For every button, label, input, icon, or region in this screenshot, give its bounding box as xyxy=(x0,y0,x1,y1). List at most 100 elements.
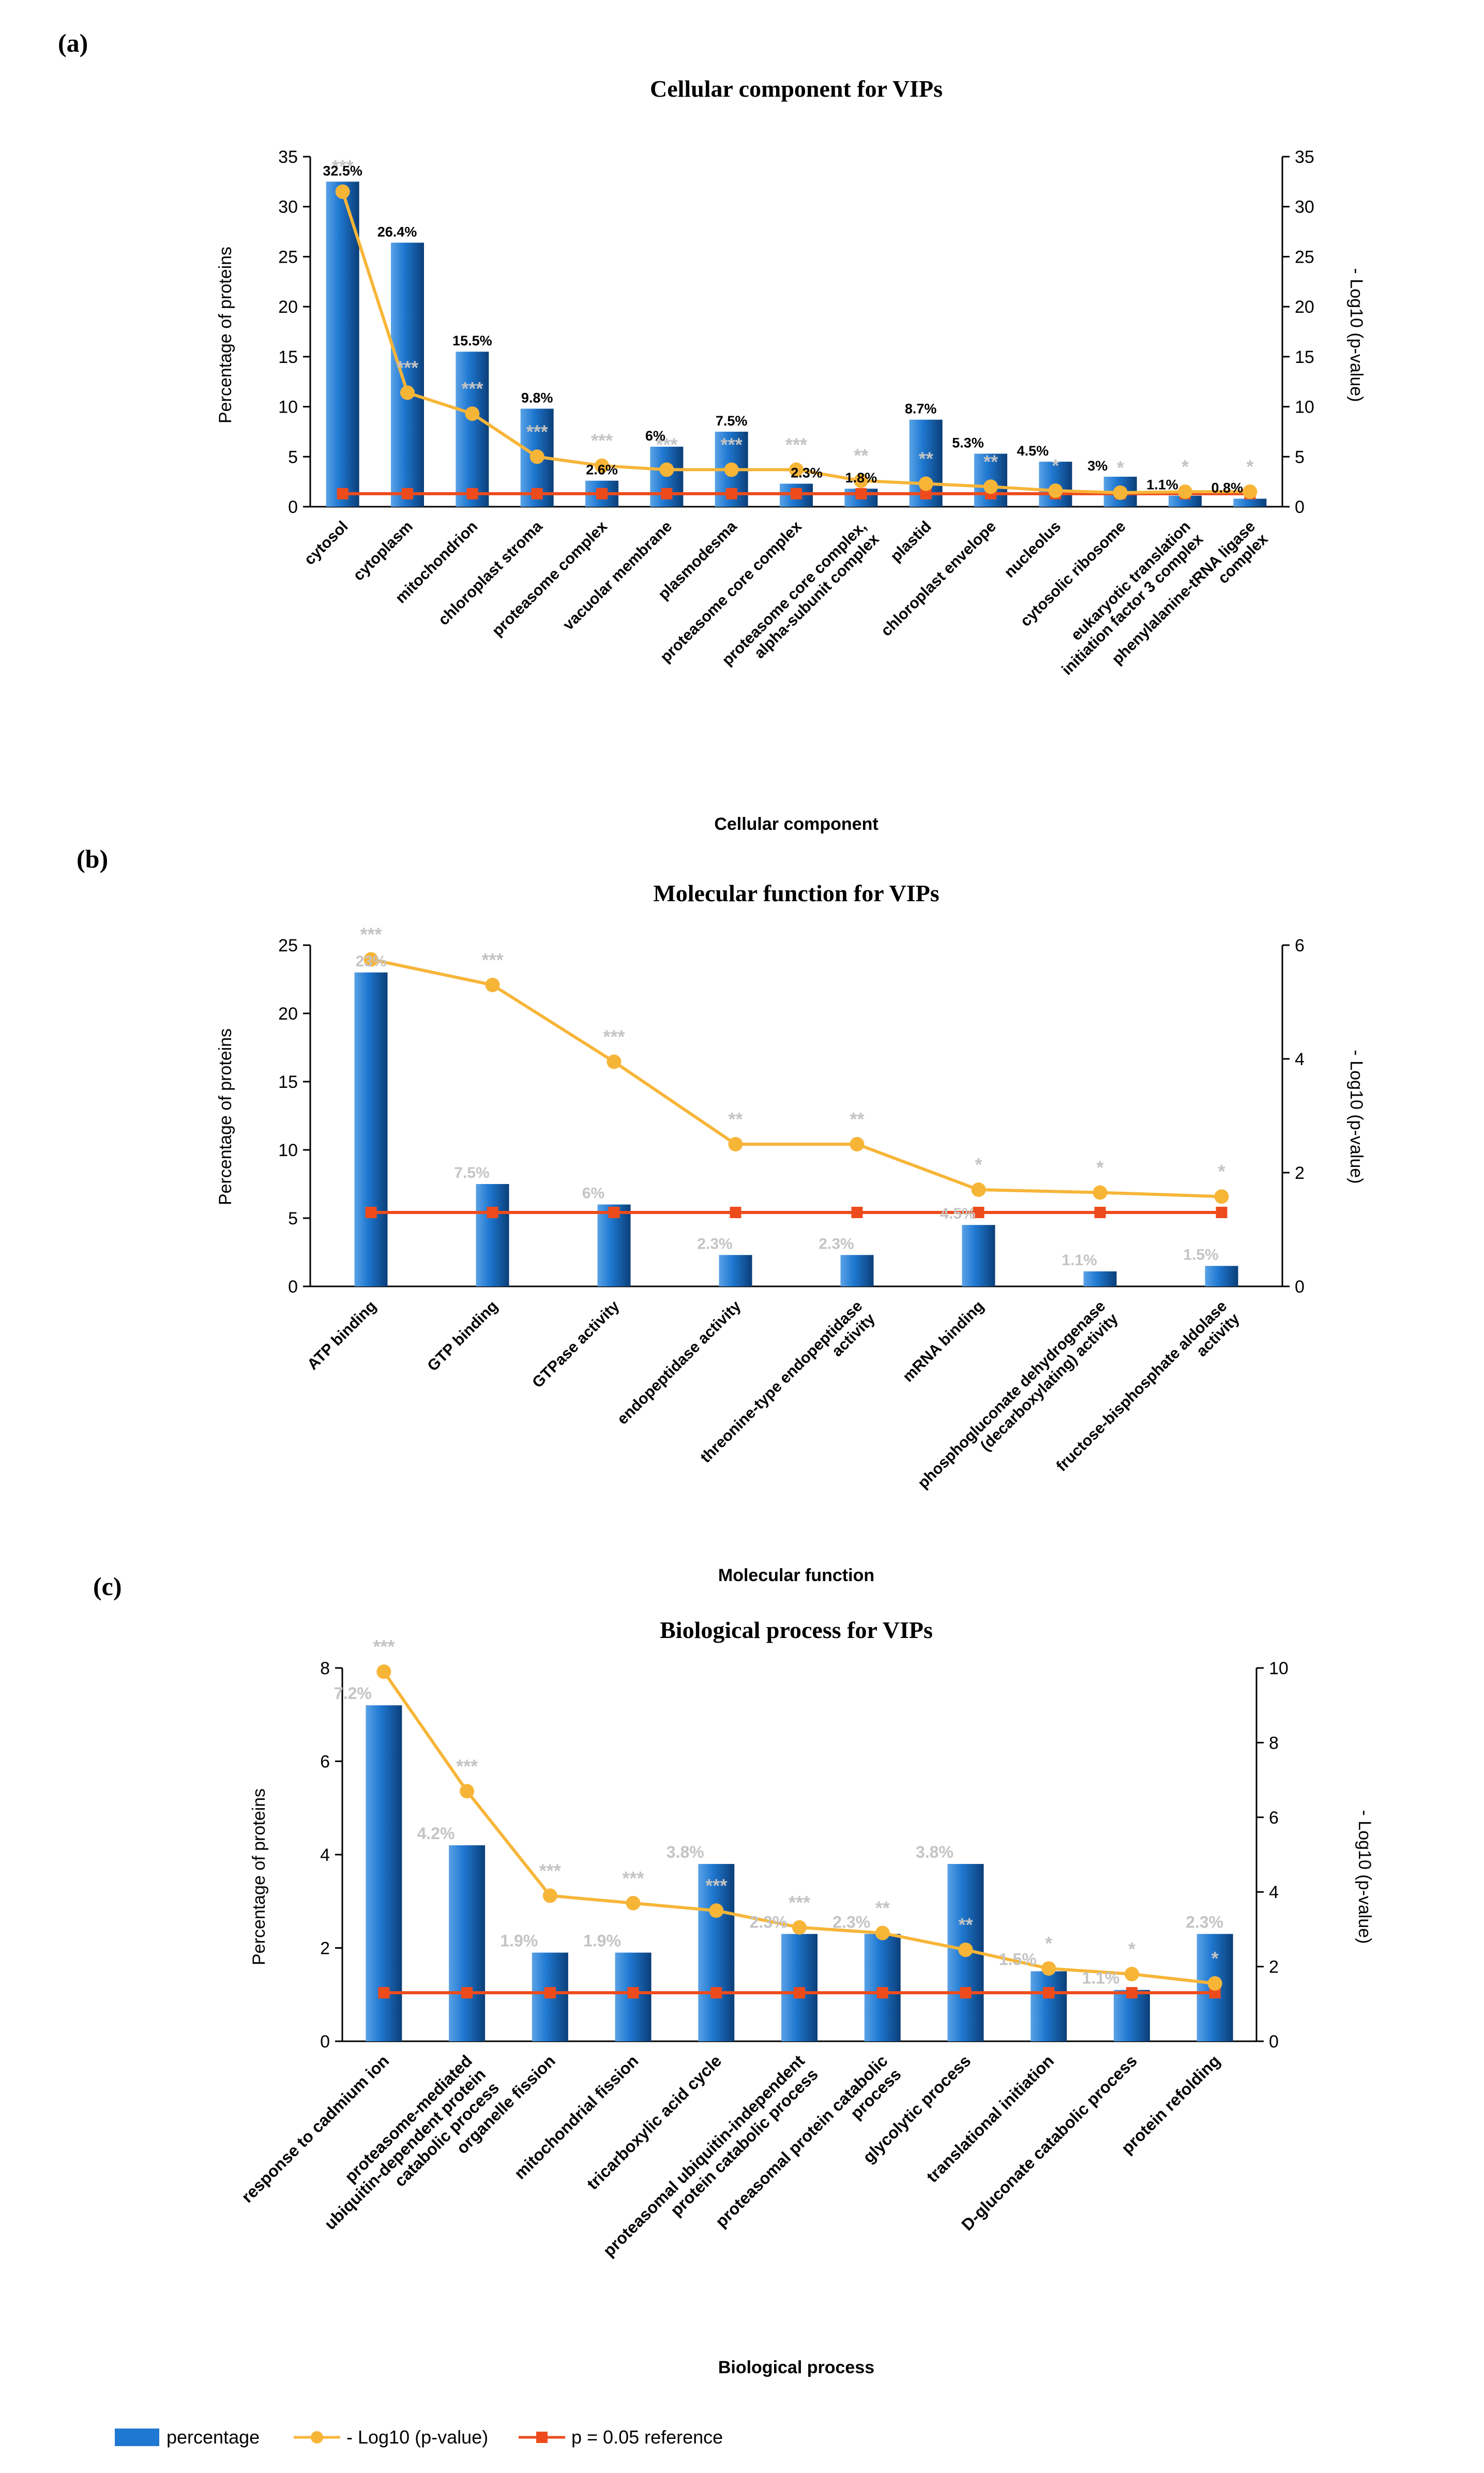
value-label: 7.5% xyxy=(454,1164,489,1181)
y-tick-label-left: 0 xyxy=(320,2032,330,2052)
category-label: ATP binding xyxy=(304,1298,380,1373)
y-tick-label-left: 8 xyxy=(320,1659,330,1678)
y-tick-label-right: 4 xyxy=(1269,1883,1279,1902)
bar xyxy=(456,352,489,507)
value-label: 6% xyxy=(645,428,665,444)
bar xyxy=(354,972,388,1286)
significance-label: *** xyxy=(721,434,743,455)
value-label: 0.8% xyxy=(1212,480,1244,496)
panel-a-letter: (a) xyxy=(58,28,88,57)
value-label: 4.5% xyxy=(940,1205,975,1222)
y-tick-label-right: 2 xyxy=(1269,1958,1279,1977)
legend-log10-marker xyxy=(311,2431,323,2444)
bar xyxy=(449,1845,486,2041)
category-label: D-gluconate catabolic process xyxy=(958,2051,1141,2234)
log10-point xyxy=(971,1182,986,1197)
value-label: 1.1% xyxy=(1082,1969,1119,1987)
log10-point xyxy=(918,476,933,491)
value-label: 8.7% xyxy=(905,401,937,417)
y-tick-label-right: 0 xyxy=(1295,1277,1305,1297)
category-label: proteasome complex xyxy=(489,518,611,640)
y-tick-label-right: 15 xyxy=(1295,347,1314,367)
y-tick-label-right: 10 xyxy=(1295,398,1314,417)
category-label: proteasome core complex,alpha-subunit co… xyxy=(719,518,883,681)
bar xyxy=(1031,1971,1067,2041)
value-label: 6% xyxy=(582,1185,604,1202)
category-label: GTPase activity xyxy=(529,1297,623,1391)
value-label: 2.3% xyxy=(750,1913,788,1931)
significance-label: ** xyxy=(919,448,933,469)
log10-point xyxy=(364,952,378,967)
value-label: 26.4% xyxy=(377,224,417,239)
legend-reference-label: p = 0.05 reference xyxy=(571,2426,723,2448)
reference-marker xyxy=(730,1207,741,1218)
reference-marker xyxy=(791,488,802,499)
bar xyxy=(1205,1266,1238,1286)
significance-label: *** xyxy=(332,156,354,177)
panel-a-y2label: - Log10 (p-value) xyxy=(1346,268,1366,402)
y-tick-label-left: 10 xyxy=(278,1141,298,1160)
reference-marker xyxy=(487,1207,498,1218)
log10-point xyxy=(854,473,869,488)
reference-marker xyxy=(973,1207,985,1218)
y-tick-label-left: 30 xyxy=(278,198,298,217)
significance-label: *** xyxy=(481,949,503,970)
y-tick-label-right: 30 xyxy=(1295,198,1314,217)
panel-b-letter: (b) xyxy=(77,844,108,873)
category-label: plastid xyxy=(887,518,935,566)
y-tick-label-right: 25 xyxy=(1295,247,1314,267)
panel-a-xlabel: Cellular component xyxy=(714,814,878,834)
reference-marker xyxy=(661,488,673,499)
category-label: chloroplast stroma xyxy=(435,518,546,629)
log10-point xyxy=(460,1784,475,1799)
panel-b-xlabel: Molecular function xyxy=(718,1566,874,1585)
value-label: 3.8% xyxy=(916,1843,953,1861)
value-label: 1.1% xyxy=(1062,1252,1097,1269)
log10-point xyxy=(465,406,480,421)
legend-log10-label: - Log10 (p-value) xyxy=(346,2426,488,2448)
value-label: 15.5% xyxy=(452,333,492,348)
bar xyxy=(1113,1990,1150,2041)
panel-c-title: Biological process for VIPs xyxy=(660,1617,933,1643)
reference-marker xyxy=(531,488,543,499)
reference-marker xyxy=(1043,1987,1055,1999)
reference-marker xyxy=(920,488,932,499)
log10-point xyxy=(1093,1185,1108,1200)
log10-point xyxy=(607,1054,622,1069)
value-label: 3.8% xyxy=(667,1843,704,1861)
log10-point xyxy=(1048,483,1063,498)
log10-point xyxy=(1214,1189,1229,1204)
value-label: 3% xyxy=(1087,458,1108,474)
log10-point xyxy=(850,1137,865,1151)
value-label: 1.8% xyxy=(845,470,877,486)
significance-label: ** xyxy=(875,1898,890,1919)
significance-label: *** xyxy=(539,1860,561,1881)
value-label: 7.5% xyxy=(716,413,748,429)
y-tick-label-left: 6 xyxy=(320,1752,330,1772)
reference-marker xyxy=(725,488,737,499)
reference-marker xyxy=(466,488,478,499)
bar xyxy=(1233,498,1267,507)
reference-marker xyxy=(596,488,608,499)
log10-point xyxy=(595,458,609,473)
y-tick-label-left: 35 xyxy=(278,147,298,167)
panel-a-ylabel: Percentage of proteins xyxy=(216,247,235,423)
log10-point xyxy=(542,1888,557,1903)
category-label: mRNA binding xyxy=(900,1298,988,1386)
reference-marker xyxy=(627,1987,639,1999)
value-label: 2.3% xyxy=(1186,1913,1223,1931)
value-label: 1.1% xyxy=(1146,477,1178,493)
significance-label: * xyxy=(1052,455,1059,476)
log10-point xyxy=(789,462,804,477)
log10-point xyxy=(875,1925,890,1940)
reference-marker xyxy=(378,1987,390,1999)
category-label: nucleolus xyxy=(1001,518,1064,581)
significance-label: * xyxy=(1246,456,1253,477)
y-tick-label-left: 5 xyxy=(288,1209,298,1228)
y-tick-label-left: 0 xyxy=(288,1277,298,1297)
legend-percentage-swatch xyxy=(115,2429,159,2446)
reference-marker xyxy=(337,488,349,499)
y-tick-label-left: 15 xyxy=(278,1072,298,1092)
reference-marker xyxy=(851,1207,863,1218)
significance-label: *** xyxy=(603,1026,625,1048)
